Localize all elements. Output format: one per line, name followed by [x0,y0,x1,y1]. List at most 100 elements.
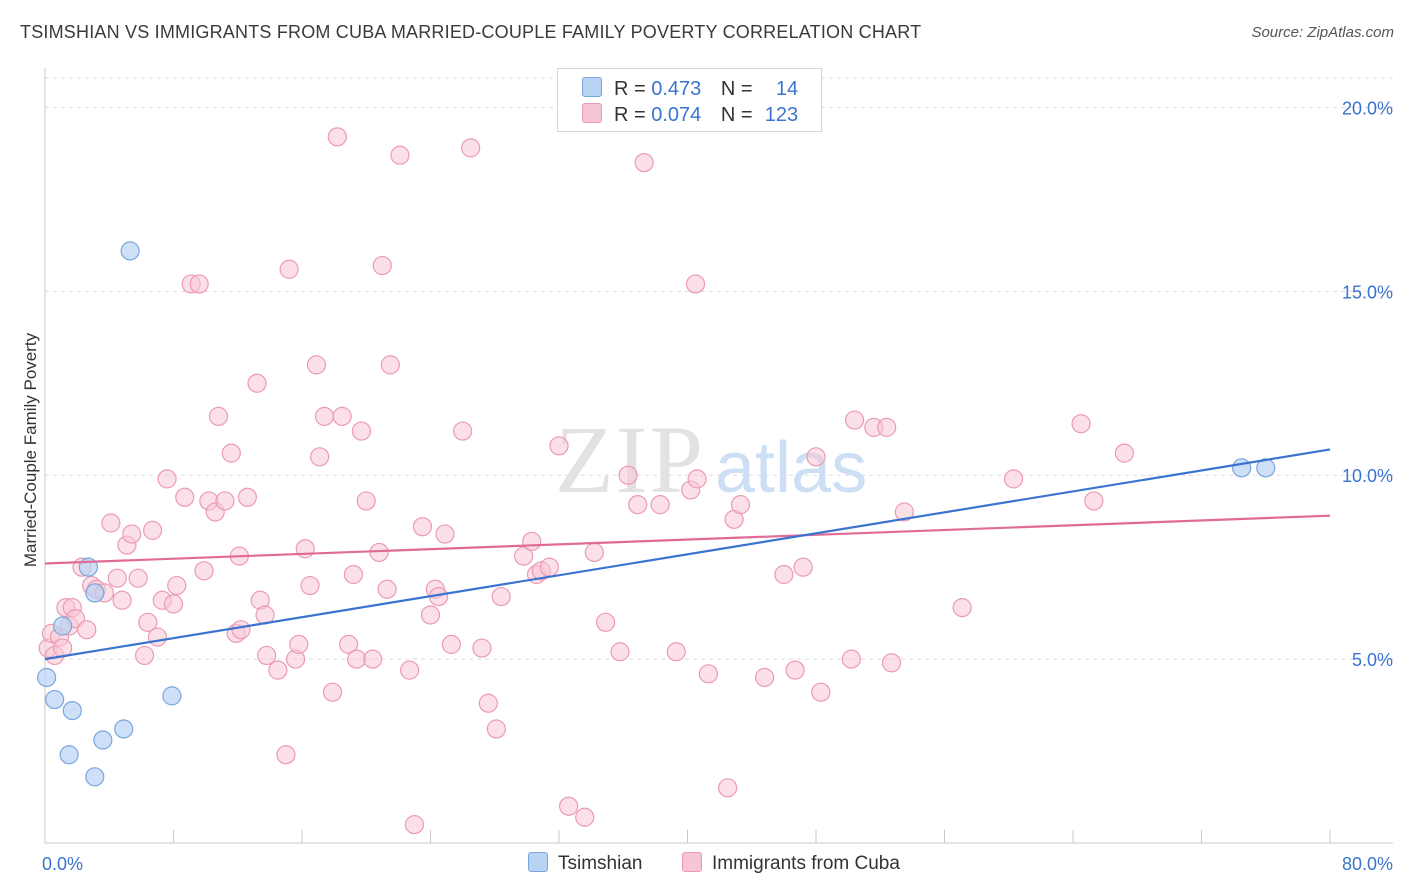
cuba-point [175,487,195,507]
cuba-point [107,568,127,588]
cuba-point [347,649,367,669]
cuba-point [343,564,363,585]
cuba-point [377,579,397,599]
cuba-point [143,520,163,540]
cuba-point [634,152,654,173]
cuba-point [441,634,461,654]
cuba-point [310,447,330,467]
cuba-point [575,807,595,827]
source-label: Source: ZipAtlas.com [1251,24,1394,41]
cuba-point [785,660,805,680]
cuba-point [276,745,296,765]
cuba-point [257,645,277,666]
cuba-point [841,649,861,669]
cuba-point [194,561,214,581]
cuba-point [420,605,441,625]
tsimshian-trend-line [44,448,1331,661]
cuba-point [1003,469,1024,489]
cuba-point [650,495,670,515]
tsimshian-point [59,745,79,765]
cuba-point [167,575,187,596]
y-tick-label: 15.0% [1342,282,1393,302]
cuba-point [472,638,492,658]
cuba-point [363,649,383,669]
cuba-point [453,421,473,441]
cuba-point [1084,491,1104,511]
trend-lines [44,448,1331,661]
cuba-point [279,259,299,279]
cuba-point [1114,443,1135,463]
cuba-point [369,542,389,563]
series-legend-cuba[interactable]: Immigrants from Cuba [682,852,900,875]
cuba-point [628,495,648,515]
tsimshian-point [45,689,65,710]
cuba-point [300,575,320,596]
series-legend-tsimshian[interactable]: Tsimshian [528,852,642,875]
legend-r-value: 0.074 [651,104,702,126]
cuba-point [163,594,184,614]
legend-swatch-cuba [582,103,602,123]
cuba-point [380,355,400,375]
gridlines [45,77,1393,660]
legend-n-value: 14 [775,78,799,100]
cuba-point [877,417,897,437]
series-legend-label: Tsimshian [558,853,643,874]
legend-row-cuba: R = 0.074 N = 123 [582,103,798,127]
cuba-point [549,436,569,456]
series-swatch-tsimshian [528,852,548,872]
cuba-point [1071,414,1091,434]
y-tick-label: 10.0% [1342,466,1393,486]
cuba-point [666,642,686,662]
cuba-point [112,590,132,610]
cuba-point [189,274,209,294]
cuba-point [811,682,831,702]
cuba-point [400,660,420,680]
cuba-point [231,620,251,640]
cuba-point [122,524,142,544]
cuba-point [730,495,751,515]
cuba-point [77,620,97,640]
cuba-point [332,406,352,426]
legend-r-label: R = [614,78,646,100]
tsimshian-point [120,241,140,261]
tsimshian-point [1232,458,1252,478]
cuba-point [793,557,813,577]
series-swatch-cuba [682,852,702,872]
cuba-point [514,546,534,566]
cuba-point [461,138,481,158]
cuba-point [404,815,425,835]
correlation-legend: R = 0.473 N = 14 R = 0.074 N = 123 [557,68,822,132]
cuba-point [952,598,972,618]
tsimshian-point [37,667,57,688]
x-tick-label: 0.0% [42,854,83,874]
cuba-point [435,524,455,544]
cuba-trend-line [44,514,1331,565]
cuba-point [412,517,433,537]
x-tick-label: 80.0% [1342,854,1393,874]
cuba-point [687,469,707,489]
cuba-point [268,660,288,680]
y-axis-label: Married-Couple Family Poverty [21,332,40,568]
legend-n-label: N = [720,78,753,100]
y-tick-label: 5.0% [1352,650,1393,670]
tsimshian-point [53,616,73,636]
cuba-point [698,664,718,684]
cuba-point [595,612,616,632]
cuba-point [685,274,706,294]
legend-swatch-tsimshian [582,77,602,97]
legend-n-label: N = [720,104,753,126]
cuba-point [138,612,158,632]
cuba-point [774,564,794,585]
tick-labels: 5.0% 10.0% 15.0% 20.0% 0.0% 80.0% [42,98,1393,874]
series-legend-label: Immigrants from Cuba [712,853,900,874]
cuba-point [806,447,826,467]
tsimshian-point [162,686,182,706]
cuba-point [338,634,359,654]
watermark-atlas: atlas [715,428,867,508]
axes [44,68,1393,844]
cuba-point [322,682,343,702]
cuba-point [610,642,630,662]
legend-row-tsimshian: R = 0.473 N = 14 [582,77,798,101]
cuba-point [491,586,511,607]
